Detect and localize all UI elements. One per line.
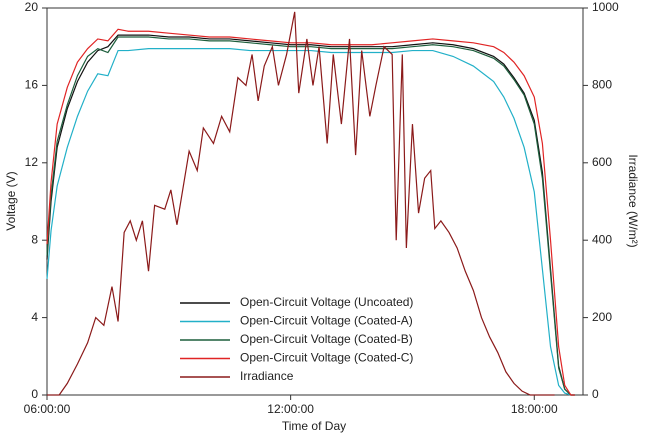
x-axis-label: Time of Day [282,419,346,433]
y-tick-label: 16 [25,78,39,92]
y-tick-label: 0 [31,387,38,401]
y-tick-label: 4 [31,310,38,324]
y2-axis-label: Irradiance (W/m²) [626,154,640,247]
y2-tick-label: 200 [592,310,612,324]
legend-label: Open-Circuit Voltage (Coated-C) [240,351,413,365]
series-line [46,48,575,396]
y2-tick-label: 0 [592,387,599,401]
x-tick-label: 12:00:00 [267,402,314,416]
series-line [47,11,555,396]
y-axis-label: Voltage (V) [4,171,18,230]
y2-tick-label: 800 [592,78,612,92]
legend-label: Open-Circuit Voltage (Coated-A) [240,314,413,328]
y2-tick-label: 1000 [592,0,619,14]
y2-tick-label: 400 [592,232,612,246]
y-tick-label: 12 [25,155,39,169]
series-line [46,28,575,396]
x-tick-label: 18:00:00 [511,402,558,416]
x-tick-label: 06:00:00 [24,402,71,416]
series-line [46,36,575,396]
y-tick-label: 8 [31,232,38,246]
legend-label: Open-Circuit Voltage (Uncoated) [240,295,413,309]
legend-label: Open-Circuit Voltage (Coated-B) [240,332,413,346]
legend-label: Irradiance [240,369,294,383]
y-tick-label: 20 [25,0,39,14]
y2-tick-label: 600 [592,155,612,169]
plot-frame [46,7,584,396]
